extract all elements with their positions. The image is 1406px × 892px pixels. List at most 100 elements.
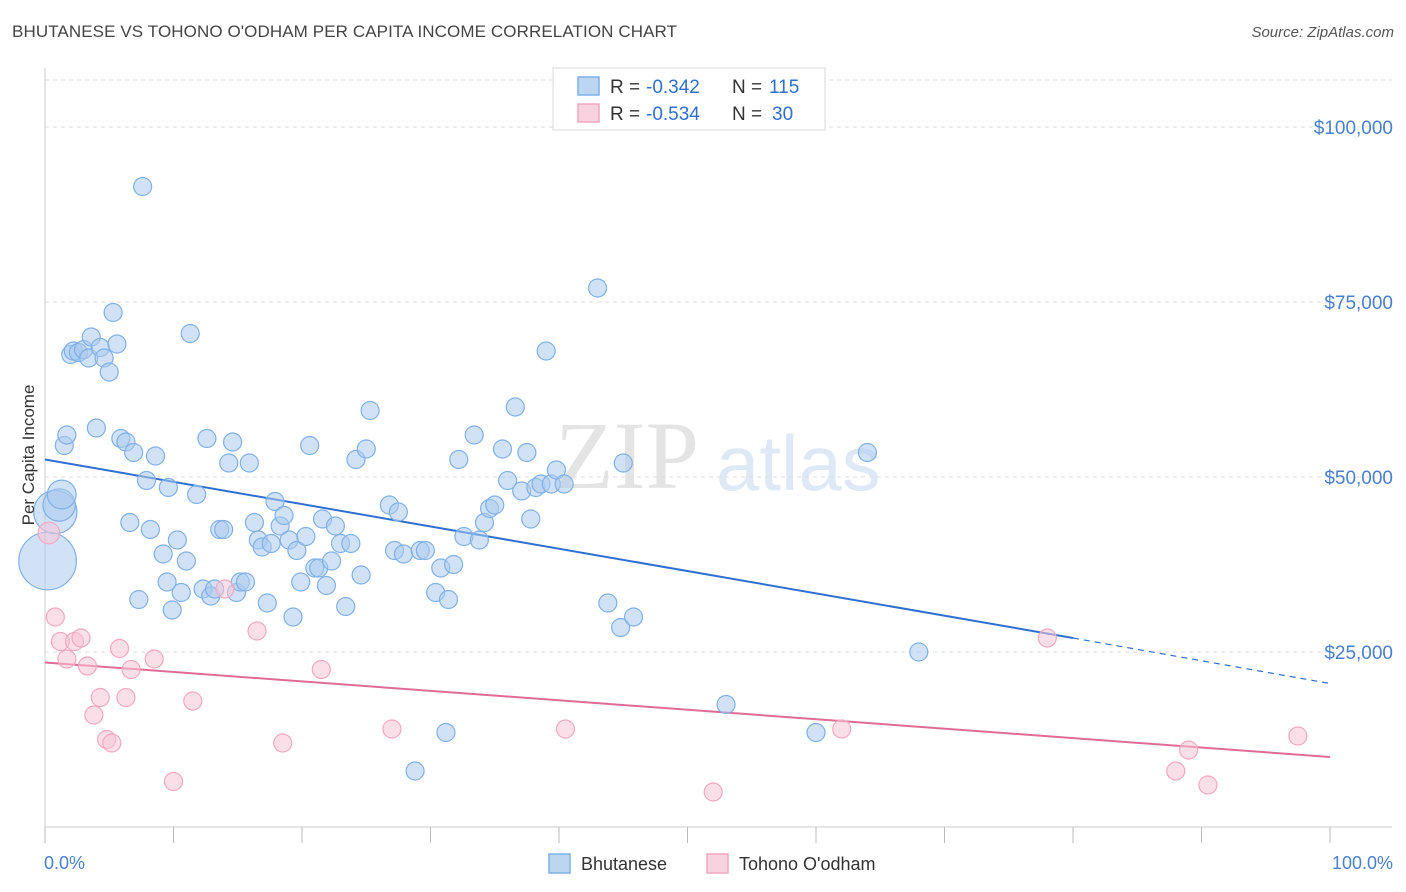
tohono-point-12 (116, 687, 136, 708)
bhutanese-trend-line (44, 458, 1074, 639)
x-tick-labels: 0.0% 100.0% (44, 853, 1393, 873)
bhutanese-point-51 (261, 533, 281, 554)
bottom-legend-swatch-tohono (706, 853, 729, 874)
bhutanese-point-23 (133, 176, 153, 197)
y-tick-label-1: $50,000 (1324, 468, 1393, 489)
bhutanese-point-64 (316, 575, 337, 596)
tohono-point-5 (71, 628, 91, 648)
bhutanese-point-85 (436, 722, 456, 743)
tohono-point-1 (45, 607, 65, 627)
tohono-point-15 (163, 771, 184, 792)
legend-n-label-2: N = (732, 104, 762, 125)
bhutanese-point-114 (157, 572, 177, 592)
y-tick-label-3: $100,000 (1314, 118, 1393, 139)
legend-r-value-2: -0.534 (646, 104, 700, 125)
bhutanese-point-58 (291, 572, 311, 592)
bhutanese-point-47 (244, 512, 265, 533)
bhutanese-point-17 (107, 334, 127, 354)
legend-n-value-1: 115 (769, 77, 799, 98)
bhutanese-point-110 (716, 694, 736, 715)
bhutanese-point-107 (611, 617, 631, 638)
bhutanese-point-52 (265, 491, 285, 512)
y-tick-label-2: $75,000 (1324, 293, 1393, 314)
bhutanese-point-50 (257, 593, 277, 613)
y-tick-labels: $25,000 $50,000 $75,000 $100,000 (1314, 118, 1393, 664)
bhutanese-point-76 (388, 502, 408, 522)
tohono-point-23 (703, 782, 723, 802)
bhutanese-point-105 (587, 278, 608, 298)
tohono-point-3 (57, 649, 77, 669)
bhutanese-point-42 (223, 432, 243, 452)
bhutanese-point-57 (287, 540, 307, 561)
tohono-point-19 (273, 733, 293, 753)
bhutanese-point-40 (214, 519, 234, 540)
bhutanese-point-111 (806, 722, 826, 743)
tohono-point-16 (183, 691, 203, 711)
bhutanese-point-59 (296, 526, 316, 547)
axes (44, 68, 1392, 843)
bhutanese-point-26 (145, 446, 166, 466)
legend: R = -0.342 N = 115 R = -0.534 N = 30 (552, 67, 826, 131)
tohono-point-10 (102, 733, 122, 753)
legend-swatch-bhutanese (577, 76, 600, 96)
bhutanese-point-77 (393, 544, 414, 564)
bhutanese-point-88 (464, 425, 484, 445)
bhutanese-point-94 (498, 470, 518, 491)
bhutanese-point-12 (86, 418, 107, 438)
bhutanese-point-28 (158, 477, 178, 498)
bhutanese-point-65 (321, 551, 342, 571)
tohono-point-18 (247, 621, 267, 641)
tohono-point-13 (121, 659, 141, 680)
bhutanese-point-34 (187, 484, 207, 505)
tohono-point-6 (77, 656, 98, 676)
chart-title: BHUTANESE VS TOHONO O'ODHAM PER CAPITA I… (12, 22, 678, 41)
watermark-atlas: atlas (716, 419, 881, 507)
tohono-point-0 (37, 521, 61, 545)
legend-r-value-1: -0.342 (646, 77, 700, 98)
bhutanese-point-45 (235, 572, 256, 592)
bhutanese-point-69 (341, 533, 361, 554)
tohono-point-14 (144, 649, 164, 669)
bhutanese-point-89 (469, 530, 489, 550)
bhutanese-point-109 (613, 453, 633, 473)
bhutanese-point-95 (505, 397, 525, 417)
tohono-point-7 (84, 705, 104, 725)
bhutanese-point-33 (180, 323, 200, 344)
bhutanese-point-80 (415, 540, 435, 561)
bhutanese-point-41 (219, 453, 239, 473)
tohono-point-28 (1198, 775, 1218, 795)
bhutanese-point-108 (623, 607, 644, 627)
tohono-point-25 (1037, 628, 1057, 648)
bhutanese-point-66 (325, 516, 346, 536)
bhutanese-point-27 (153, 544, 173, 564)
bhutanese-point-36 (197, 428, 217, 449)
bhutanese-point-72 (356, 439, 376, 459)
bhutanese-point-93 (492, 439, 513, 459)
x-tick-label-0: 0.0% (44, 853, 85, 873)
tohono-point-8 (90, 687, 110, 708)
bhutanese-point-92 (485, 495, 505, 515)
bhutanese-point-21 (124, 442, 144, 463)
bhutanese-point-5 (57, 425, 77, 445)
data-points (18, 176, 1308, 802)
bhutanese-point-25 (140, 519, 160, 540)
bhutanese-point-24 (136, 470, 157, 491)
legend-n-label-1: N = (732, 77, 762, 98)
tohono-point-26 (1166, 761, 1186, 781)
bhutanese-point-98 (521, 509, 541, 529)
bhutanese-point-84 (444, 554, 464, 575)
legend-r-label-1: R = (610, 77, 640, 98)
bhutanese-point-29 (162, 600, 182, 620)
bhutanese-point-83 (438, 589, 459, 610)
bhutanese-point-68 (336, 596, 356, 617)
bhutanese-point-20 (120, 512, 140, 533)
bhutanese-point-15 (99, 362, 119, 382)
bhutanese-point-71 (351, 565, 371, 585)
bhutanese-point-16 (103, 302, 123, 323)
tohono-point-21 (382, 719, 402, 739)
x-tick-label-1: 100.0% (1332, 853, 1393, 873)
tohono-point-20 (311, 659, 331, 680)
tohono-point-11 (109, 638, 130, 659)
bhutanese-point-113 (909, 642, 929, 662)
